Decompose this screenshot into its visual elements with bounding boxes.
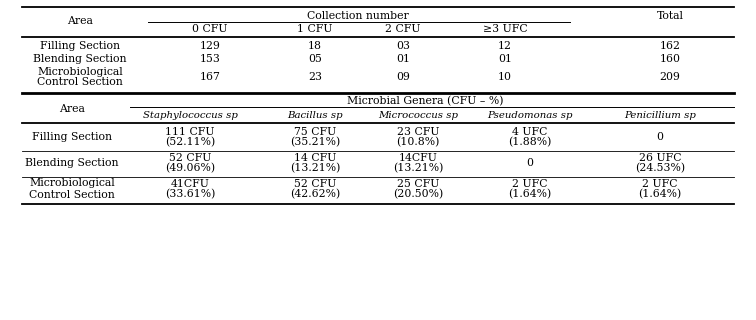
Text: 09: 09: [396, 72, 410, 82]
Text: 0: 0: [526, 158, 534, 168]
Text: (10.8%): (10.8%): [396, 137, 440, 147]
Text: 2 UFC: 2 UFC: [513, 179, 548, 189]
Text: 111 CFU: 111 CFU: [166, 127, 215, 137]
Text: 52 CFU: 52 CFU: [169, 153, 211, 163]
Text: 153: 153: [200, 54, 221, 64]
Text: 23 CFU: 23 CFU: [397, 127, 439, 137]
Text: 4 UFC: 4 UFC: [513, 127, 547, 137]
Text: 209: 209: [659, 72, 680, 82]
Text: Filling Section: Filling Section: [40, 41, 120, 51]
Text: (42.62%): (42.62%): [290, 189, 340, 199]
Text: Area: Area: [67, 16, 93, 26]
Text: Area: Area: [59, 104, 85, 114]
Text: 162: 162: [659, 41, 680, 51]
Text: Filling Section: Filling Section: [32, 132, 112, 142]
Text: Total: Total: [656, 11, 683, 21]
Text: 160: 160: [659, 54, 680, 64]
Text: 52 CFU: 52 CFU: [294, 179, 336, 189]
Text: (52.11%): (52.11%): [165, 137, 215, 147]
Text: ≥3 UFC: ≥3 UFC: [482, 24, 528, 34]
Text: Blending Section: Blending Section: [33, 54, 127, 64]
Text: 25 CFU: 25 CFU: [397, 179, 439, 189]
Text: Penicillium sp: Penicillium sp: [624, 111, 696, 121]
Text: 0 CFU: 0 CFU: [192, 24, 228, 34]
Text: (49.06%): (49.06%): [165, 163, 215, 173]
Text: Control Section: Control Section: [29, 190, 115, 200]
Text: (1.88%): (1.88%): [508, 137, 552, 147]
Text: 26 UFC: 26 UFC: [639, 153, 681, 163]
Text: 23: 23: [308, 72, 322, 82]
Text: Collection number: Collection number: [307, 11, 408, 21]
Text: 2 UFC: 2 UFC: [643, 179, 677, 189]
Text: (20.50%): (20.50%): [393, 189, 443, 199]
Text: (24.53%): (24.53%): [635, 163, 685, 173]
Text: Bacillus sp: Bacillus sp: [287, 111, 342, 121]
Text: 18: 18: [308, 41, 322, 51]
Text: (1.64%): (1.64%): [638, 189, 682, 199]
Text: 01: 01: [396, 54, 410, 64]
Text: (13.21%): (13.21%): [290, 163, 340, 173]
Text: 167: 167: [200, 72, 221, 82]
Text: 2 CFU: 2 CFU: [386, 24, 421, 34]
Text: 05: 05: [308, 54, 322, 64]
Text: 75 CFU: 75 CFU: [294, 127, 336, 137]
Text: 14CFU: 14CFU: [398, 153, 438, 163]
Text: 1 CFU: 1 CFU: [297, 24, 333, 34]
Text: Staphylococcus sp: Staphylococcus sp: [143, 111, 237, 121]
Text: Micrococcus sp: Micrococcus sp: [378, 111, 458, 121]
Text: 03: 03: [396, 41, 410, 51]
Text: 12: 12: [498, 41, 512, 51]
Text: 14 CFU: 14 CFU: [294, 153, 336, 163]
Text: (33.61%): (33.61%): [165, 189, 215, 199]
Text: Microbiological: Microbiological: [37, 67, 123, 77]
Text: (13.21%): (13.21%): [393, 163, 443, 173]
Text: 41CFU: 41CFU: [171, 179, 209, 189]
Text: 129: 129: [200, 41, 221, 51]
Text: 01: 01: [498, 54, 512, 64]
Text: (1.64%): (1.64%): [508, 189, 552, 199]
Text: Blending Section: Blending Section: [25, 158, 119, 168]
Text: (35.21%): (35.21%): [290, 137, 340, 147]
Text: 10: 10: [498, 72, 512, 82]
Text: Microbial Genera (CFU – %): Microbial Genera (CFU – %): [347, 96, 503, 106]
Text: Control Section: Control Section: [37, 77, 123, 87]
Text: Microbiological: Microbiological: [29, 178, 115, 188]
Text: Pseudomonas sp: Pseudomonas sp: [488, 111, 573, 121]
Text: 0: 0: [656, 132, 664, 142]
